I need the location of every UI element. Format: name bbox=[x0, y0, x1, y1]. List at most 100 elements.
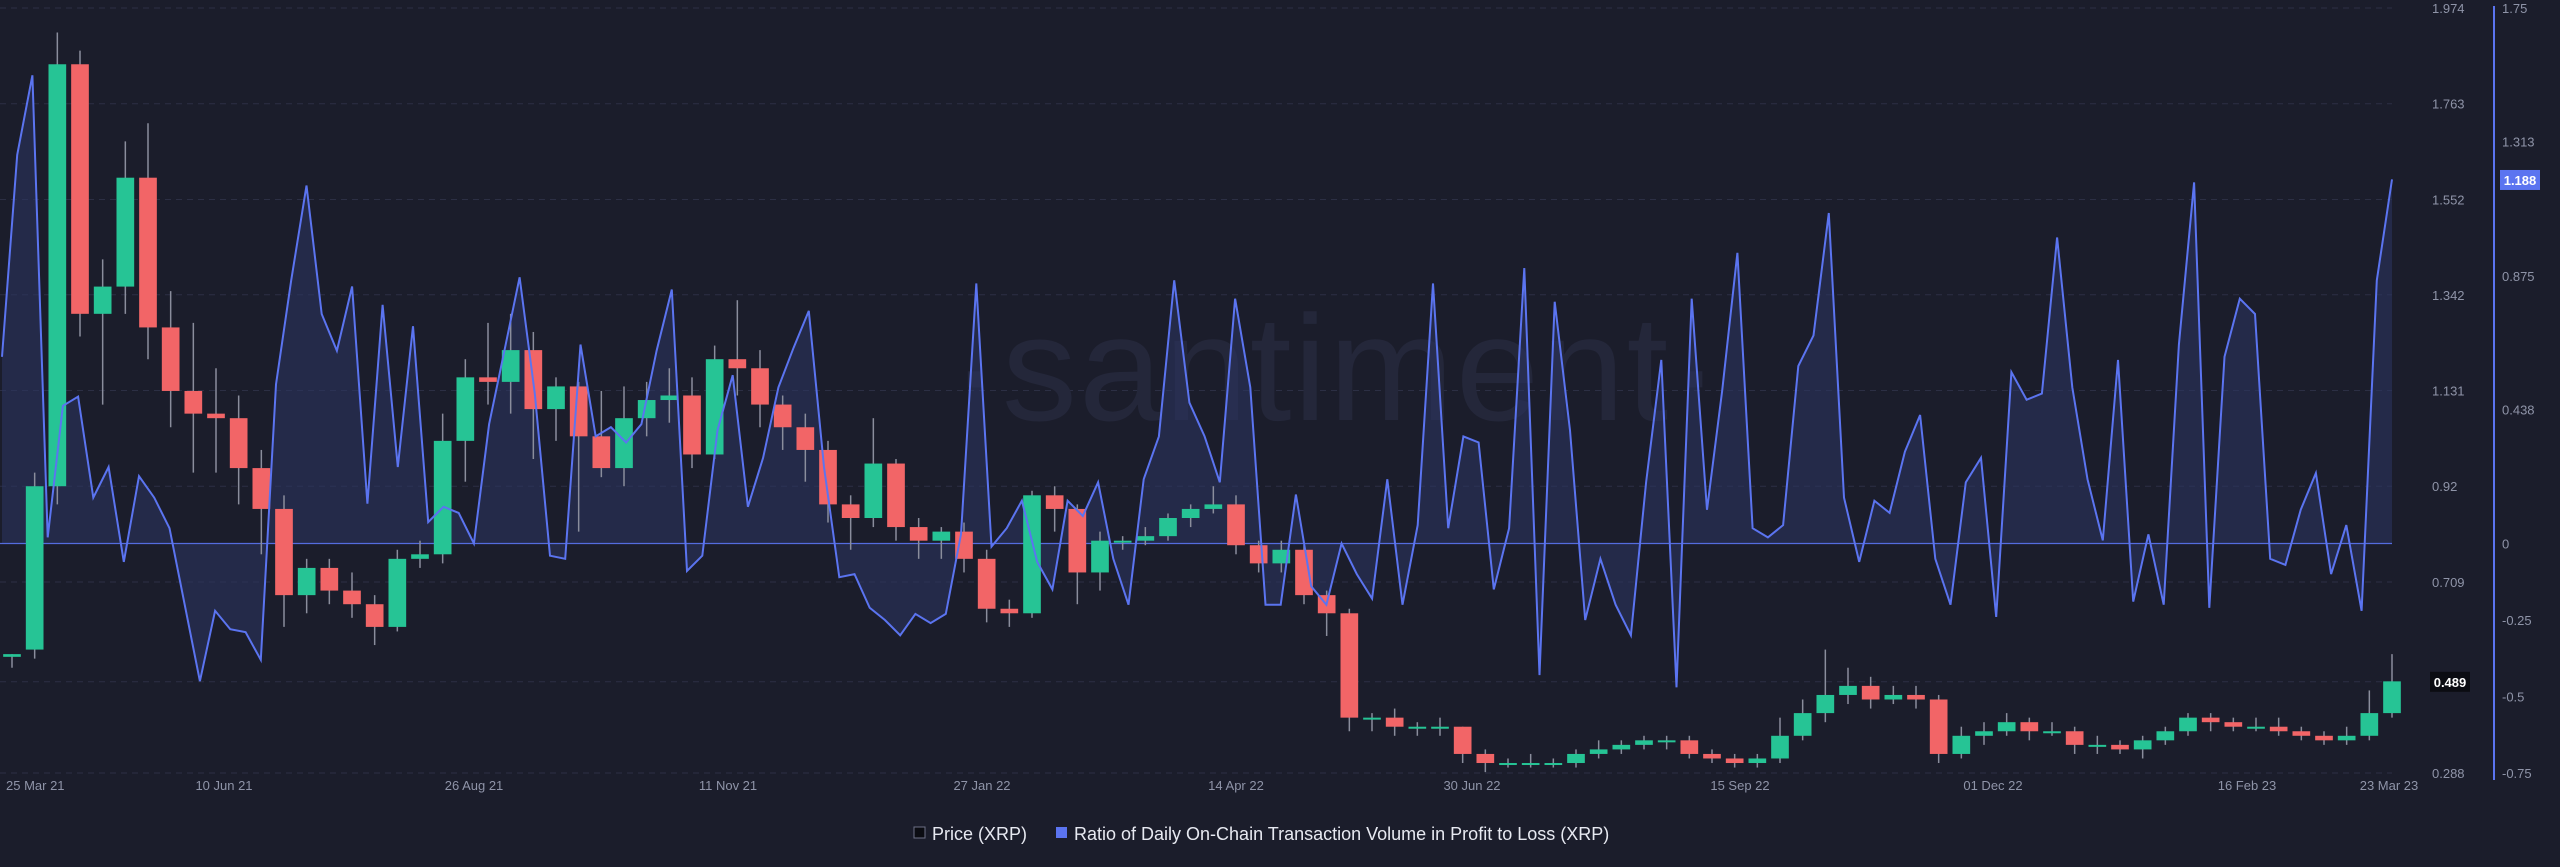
candle-body bbox=[1567, 753, 1585, 764]
candle-body bbox=[1453, 726, 1472, 754]
candle-body bbox=[2224, 722, 2243, 727]
price-candle bbox=[1136, 527, 1155, 546]
candle-body bbox=[592, 436, 611, 469]
candle-body bbox=[1861, 685, 1880, 700]
price-candle bbox=[1000, 599, 1019, 627]
candle-body bbox=[93, 286, 112, 314]
candle-body bbox=[705, 359, 724, 455]
price-candle bbox=[1340, 608, 1359, 732]
candle-body bbox=[3, 654, 21, 657]
candle-body bbox=[2111, 744, 2129, 750]
price-candle bbox=[1159, 513, 1177, 541]
candle-body bbox=[2292, 731, 2311, 736]
price-candle bbox=[660, 368, 679, 423]
ratio-tick-label: 0 bbox=[2502, 537, 2509, 552]
price-candle bbox=[1635, 735, 1653, 750]
price-candle bbox=[1907, 685, 1925, 709]
price-candle bbox=[1839, 667, 1857, 705]
candle-body bbox=[637, 400, 656, 419]
legend-ratio-swatch bbox=[1056, 827, 1067, 838]
candle-body bbox=[2179, 717, 2197, 732]
candle-body bbox=[229, 418, 248, 469]
price-candle bbox=[2315, 731, 2333, 745]
candle-body bbox=[1793, 713, 1812, 736]
price-candle bbox=[2201, 713, 2220, 732]
price-candle bbox=[501, 313, 520, 414]
candle-body bbox=[1816, 694, 1835, 714]
ratio-tick-label: -0.5 bbox=[2502, 690, 2524, 705]
candle-body bbox=[2247, 726, 2265, 729]
last-price-badge bbox=[2430, 671, 2470, 692]
candle-body bbox=[1045, 495, 1064, 509]
candle-body bbox=[1000, 608, 1019, 614]
candle-body bbox=[1544, 763, 1563, 766]
candle-body bbox=[1068, 508, 1087, 573]
candle-body bbox=[1635, 740, 1653, 745]
candle-body bbox=[909, 527, 928, 541]
candle-body bbox=[1363, 717, 1381, 720]
price-candle bbox=[275, 495, 293, 627]
price-candle bbox=[1272, 540, 1291, 573]
ratio-area-layer bbox=[2, 75, 2392, 688]
ratio-tick-label: -0.25 bbox=[2502, 613, 2532, 628]
candle-body bbox=[1159, 518, 1177, 537]
price-candle bbox=[1589, 740, 1608, 759]
price-candle bbox=[184, 322, 203, 473]
price-candle bbox=[2088, 735, 2107, 754]
price-candle bbox=[637, 381, 656, 437]
x-tick-label: 30 Jun 22 bbox=[1443, 778, 1500, 793]
price-candle bbox=[161, 291, 180, 428]
candle-body bbox=[1771, 735, 1789, 759]
last-ratio-value: 1.188 bbox=[2504, 173, 2537, 188]
candle-body bbox=[728, 359, 747, 369]
candle-body bbox=[2156, 731, 2175, 741]
x-tick-label: 23 Mar 23 bbox=[2360, 778, 2419, 793]
price-candle bbox=[1181, 504, 1200, 528]
price-candle bbox=[1929, 694, 1948, 764]
price-tick-label: 1.763 bbox=[2432, 97, 2465, 112]
price-candle bbox=[1408, 722, 1427, 736]
candle-body bbox=[2043, 731, 2061, 734]
candle-body bbox=[751, 368, 769, 405]
candle-body bbox=[1907, 694, 1925, 700]
price-candle bbox=[2383, 654, 2401, 718]
candle-body bbox=[275, 508, 293, 596]
price-candle bbox=[1521, 753, 1540, 768]
price-tick-label: 0.288 bbox=[2432, 766, 2465, 781]
price-candle bbox=[728, 300, 747, 396]
legend-ratio-label[interactable]: Ratio of Daily On-Chain Transaction Volu… bbox=[1074, 824, 1609, 844]
price-candle bbox=[1045, 486, 1064, 532]
price-candle bbox=[1068, 504, 1087, 605]
x-tick-label: 25 Mar 21 bbox=[6, 778, 65, 793]
ratio-area bbox=[2, 75, 2392, 688]
price-candle bbox=[864, 418, 883, 528]
price-tick-label: 0.709 bbox=[2432, 575, 2465, 590]
candle-body bbox=[2315, 735, 2333, 741]
price-candle bbox=[1113, 536, 1132, 550]
last-ratio-badge bbox=[2500, 169, 2540, 190]
price-candle bbox=[683, 377, 701, 469]
price-candle bbox=[207, 368, 225, 473]
price-candle bbox=[2224, 717, 2243, 732]
candle-body bbox=[569, 386, 588, 437]
price-candle bbox=[2156, 726, 2175, 745]
price-candle bbox=[388, 549, 407, 632]
candlestick-layer bbox=[3, 32, 2401, 773]
candle-body bbox=[320, 567, 339, 591]
candle-body bbox=[1703, 753, 1721, 759]
candle-body bbox=[1589, 749, 1608, 754]
candle-body bbox=[1952, 735, 1971, 754]
legend-price-label[interactable]: Price (XRP) bbox=[932, 824, 1027, 844]
price-candle bbox=[1023, 490, 1041, 618]
ratio-tick-label: -0.75 bbox=[2502, 766, 2532, 781]
price-candle bbox=[411, 540, 429, 568]
price-candle bbox=[116, 141, 135, 314]
candle-body bbox=[547, 386, 565, 410]
candle-body bbox=[796, 427, 815, 450]
candle-body bbox=[864, 463, 883, 518]
price-candle bbox=[1499, 758, 1517, 768]
candle-body bbox=[365, 604, 384, 627]
price-candle bbox=[2179, 713, 2197, 736]
